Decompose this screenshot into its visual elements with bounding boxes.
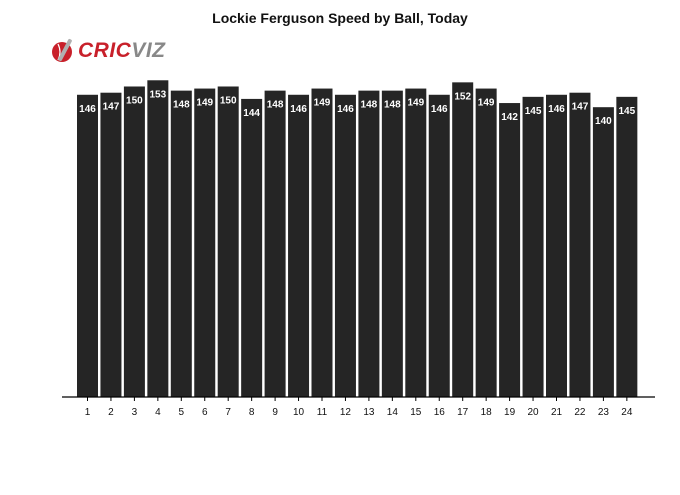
x-tick-label-24: 24 [621, 407, 633, 418]
x-tick-label-21: 21 [551, 407, 563, 418]
bar-value-label-23: 140 [595, 116, 612, 127]
bar-14 [381, 90, 403, 398]
bar-9 [264, 90, 286, 398]
bar-value-label-22: 147 [572, 102, 589, 113]
x-tick-label-15: 15 [410, 407, 422, 418]
bar-value-label-18: 149 [478, 98, 495, 109]
bar-7 [217, 86, 239, 397]
x-tick-label-8: 8 [249, 407, 255, 418]
bar-value-label-8: 144 [243, 108, 260, 119]
x-ticks-group: 1 2 3 4 5 6 7 8 9 10 11 12 13 14 15 16 17 18 19 20 21 22 23 24 [85, 397, 633, 418]
bar-value-label-3: 150 [126, 95, 143, 106]
bar-value-label-4: 153 [150, 89, 167, 100]
bar-10 [288, 94, 310, 398]
bar-value-label-17: 152 [454, 91, 471, 102]
bar-value-label-9: 148 [267, 100, 284, 111]
x-tick-label-6: 6 [202, 407, 208, 418]
x-tick-label-18: 18 [481, 407, 493, 418]
x-tick-label-4: 4 [155, 407, 161, 418]
bar-value-label-19: 142 [501, 112, 518, 123]
bars-group: 146 147 150 153 148 149 150 144 148 146 149 146 148 1… [77, 80, 638, 398]
bar-value-label-6: 149 [196, 98, 213, 109]
logo-text-viz: VIZ [131, 39, 166, 62]
bar-18 [475, 88, 497, 397]
x-tick-label-20: 20 [527, 407, 539, 418]
bar-value-label-20: 145 [525, 106, 542, 117]
x-tick-label-9: 9 [272, 407, 278, 418]
bar-value-label-5: 148 [173, 100, 190, 111]
bar-value-label-11: 149 [314, 98, 331, 109]
bar-value-label-12: 146 [337, 104, 354, 115]
logo-text-cric: CRIC [78, 39, 132, 62]
bar-value-label-21: 146 [548, 104, 565, 115]
bar-2 [100, 92, 122, 398]
bar-6 [194, 88, 216, 397]
x-tick-label-7: 7 [225, 407, 231, 418]
cricket-bat-ball-icon [52, 38, 72, 62]
x-tick-label-1: 1 [85, 407, 91, 418]
x-tick-label-19: 19 [504, 407, 516, 418]
x-tick-label-10: 10 [293, 407, 305, 418]
x-tick-label-16: 16 [434, 407, 446, 418]
bar-16 [428, 94, 450, 398]
chart-title: Lockie Ferguson Speed by Ball, Today [212, 10, 468, 26]
bar-3 [123, 86, 145, 397]
bar-value-label-14: 148 [384, 100, 401, 111]
bar-value-label-7: 150 [220, 95, 237, 106]
bar-value-label-15: 149 [407, 98, 424, 109]
x-tick-label-5: 5 [179, 407, 185, 418]
bar-8 [241, 98, 263, 397]
cricviz-logo: CRICVIZ [50, 36, 166, 66]
x-tick-label-23: 23 [598, 407, 610, 418]
bar-20 [522, 96, 544, 398]
bar-15 [405, 88, 427, 397]
bar-value-label-13: 148 [361, 100, 378, 111]
x-tick-label-3: 3 [132, 407, 138, 418]
bar-21 [546, 94, 567, 398]
x-tick-label-14: 14 [387, 407, 399, 418]
bar-value-label-1: 146 [79, 104, 96, 115]
bar-19 [499, 103, 521, 397]
bar-value-label-2: 147 [103, 102, 120, 113]
x-tick-label-11: 11 [317, 407, 328, 418]
bar-value-label-16: 146 [431, 104, 448, 115]
bar-1 [77, 94, 98, 398]
bar-13 [358, 90, 380, 398]
x-tick-label-13: 13 [363, 407, 375, 418]
bar-value-label-10: 146 [290, 104, 307, 115]
x-tick-label-17: 17 [457, 407, 469, 418]
bar-value-label-24: 145 [619, 106, 636, 117]
bar-5 [170, 90, 192, 398]
bar-11 [311, 88, 333, 397]
bar-24 [616, 96, 638, 398]
logo-wordmark: CRICVIZ [78, 39, 166, 63]
bar-12 [334, 94, 356, 398]
x-tick-label-12: 12 [340, 407, 352, 418]
bar-22 [569, 92, 591, 398]
x-tick-label-2: 2 [108, 407, 114, 418]
x-tick-label-22: 22 [574, 407, 586, 418]
bar-23 [592, 107, 614, 397]
bar-4 [147, 80, 169, 397]
bar-17 [452, 82, 474, 398]
